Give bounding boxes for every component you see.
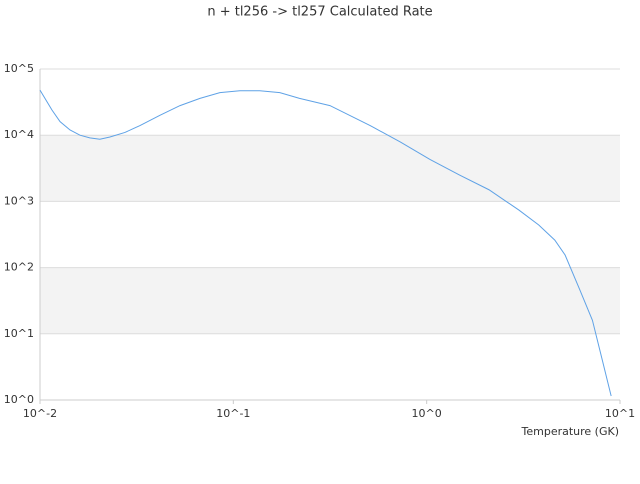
x-tick-label: 10^1	[605, 407, 635, 420]
grid-band	[40, 135, 620, 202]
y-tick-label: 10^3	[4, 194, 34, 207]
y-tick-label: 10^0	[4, 393, 34, 406]
data-line	[39, 89, 612, 397]
y-tick-label: 10^1	[4, 327, 34, 340]
x-tick-label: 10^-1	[216, 407, 250, 420]
x-tick-label: 10^-2	[23, 407, 57, 420]
y-tick-label: 10^5	[4, 62, 34, 75]
x-tick-label: 10^0	[412, 407, 442, 420]
y-tick-label: 10^4	[4, 128, 34, 141]
grid-band	[40, 267, 620, 334]
chart-title: n + tl256 -> tl257 Calculated Rate	[207, 5, 432, 20]
x-axis-label: Temperature (GK)	[521, 425, 620, 438]
y-tick-label: 10^2	[4, 261, 34, 274]
